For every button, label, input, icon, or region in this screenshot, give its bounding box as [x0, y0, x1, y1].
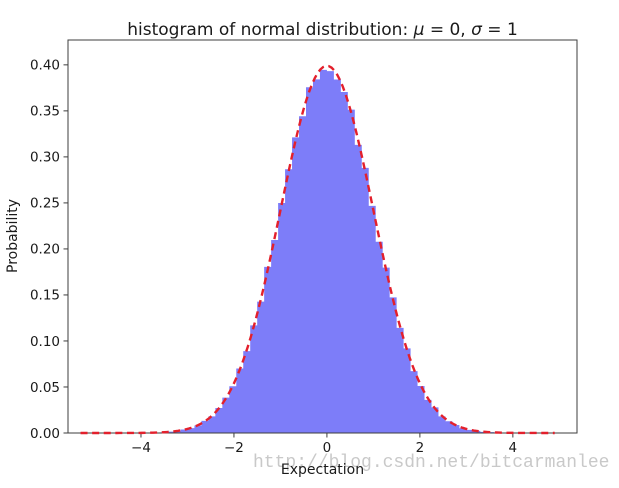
y-tick-label: 0.30 [30, 150, 60, 166]
histogram-bars [159, 69, 495, 433]
x-tick-label: −2 [224, 440, 244, 456]
x-tick-label: 2 [416, 440, 425, 456]
y-tick-label: 0.35 [30, 104, 60, 120]
y-tick-label: 0.25 [30, 196, 60, 212]
y-tick-label: 0.10 [30, 334, 60, 350]
title-math-symbol: μ [413, 20, 425, 40]
chart-title: histogram of normal distribution: μ = 0,… [68, 20, 577, 40]
x-tick-label: 4 [509, 440, 518, 456]
y-tick-label: 0.00 [30, 426, 60, 442]
y-tick-label: 0.40 [30, 58, 60, 74]
x-tick-label: −4 [131, 440, 151, 456]
normal-pdf-curve [80, 64, 555, 435]
title-text: histogram of normal distribution: [127, 20, 414, 40]
watermark: http://blog.csdn.net/bitcarmanlee [253, 453, 610, 473]
plot-border [67, 39, 578, 434]
y-tick-label: 0.15 [30, 288, 60, 304]
y-tick-label: 0.20 [30, 242, 60, 258]
title-text: = 0, [424, 20, 472, 40]
x-axis-label: Expectation [280, 462, 365, 478]
y-tick-label: 0.05 [30, 380, 60, 396]
y-axis-label: Probability [5, 198, 21, 274]
title-text: = 1 [481, 20, 518, 40]
title-math-symbol: σ [471, 20, 482, 40]
x-tick-label: 0 [323, 440, 332, 456]
